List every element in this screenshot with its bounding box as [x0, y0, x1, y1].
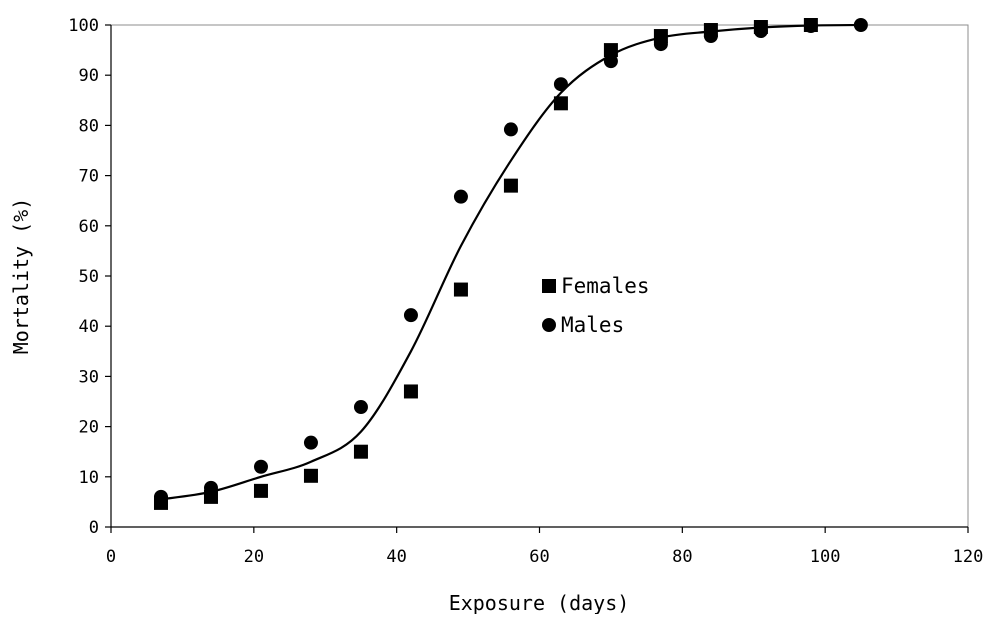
male-point — [153, 489, 168, 504]
y-tick-label: 0 — [89, 518, 99, 538]
x-tick-label: 40 — [386, 547, 406, 567]
legend-label: Males — [561, 313, 624, 337]
male-point — [803, 19, 818, 34]
y-tick-label: 100 — [68, 16, 99, 36]
male-point — [853, 18, 868, 32]
x-tick-label: 0 — [106, 547, 116, 567]
y-tick-label: 90 — [79, 66, 99, 86]
legend: Females Males — [542, 274, 650, 337]
female-point — [253, 483, 268, 498]
female-point — [553, 96, 568, 111]
legend-circle-icon — [542, 318, 556, 332]
y-tick-label: 80 — [79, 116, 99, 136]
x-tick-label: 120 — [953, 547, 984, 567]
x-tick-label: 20 — [244, 547, 264, 567]
x-axis-title: Exposure (days) — [449, 591, 630, 614]
x-tick-label: 80 — [672, 547, 692, 567]
fitted-curve — [160, 23, 861, 501]
female-point — [503, 178, 518, 193]
x-tick-label: 60 — [529, 547, 549, 567]
male-point — [603, 54, 618, 69]
male-point — [253, 459, 268, 474]
female-point — [403, 384, 418, 399]
male-point — [203, 480, 218, 495]
female-point — [353, 444, 368, 459]
y-axis-ticks: 0 10 20 30 40 50 60 70 80 90 100 — [68, 16, 111, 538]
male-point — [453, 189, 468, 204]
y-tick-label: 10 — [79, 468, 99, 488]
female-point — [603, 43, 618, 58]
male-point — [703, 29, 718, 44]
y-tick-label: 50 — [79, 267, 99, 287]
legend-label: Females — [561, 274, 650, 298]
x-tick-label: 100 — [810, 547, 841, 567]
female-point — [303, 468, 318, 483]
data-points — [153, 18, 868, 510]
plot-area — [110, 24, 969, 528]
y-tick-label: 60 — [79, 217, 99, 237]
male-point — [403, 308, 418, 323]
y-tick-label: 20 — [79, 418, 99, 438]
male-point — [553, 77, 568, 92]
male-point — [353, 400, 368, 415]
legend-square-icon — [542, 279, 556, 293]
y-tick-label: 30 — [79, 367, 99, 387]
x-axis-ticks: 0 20 40 60 80 100 120 — [106, 527, 983, 567]
male-point — [653, 37, 668, 52]
male-point — [303, 435, 318, 450]
y-tick-label: 70 — [79, 167, 99, 187]
male-point — [753, 24, 768, 39]
male-point — [503, 122, 518, 137]
y-tick-label: 40 — [79, 317, 99, 337]
female-point — [453, 282, 468, 297]
y-axis-title: Mortality (%) — [9, 198, 33, 355]
